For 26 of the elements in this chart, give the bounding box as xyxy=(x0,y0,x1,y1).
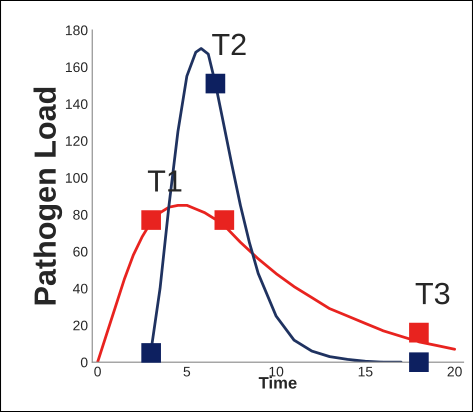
line-series xyxy=(96,204,456,362)
y-tick-label: 100 xyxy=(66,173,88,183)
y-tick-label: 20 xyxy=(73,320,88,330)
y-tick-label: 0 xyxy=(80,357,88,368)
point xyxy=(206,74,226,94)
point xyxy=(141,210,161,230)
x-tick-label: 20 xyxy=(448,366,462,377)
x-tick-label: 0 xyxy=(94,366,101,377)
x-tick-label: 5 xyxy=(184,366,190,377)
x-tick-label: 10 xyxy=(269,366,284,377)
y-tick-label: 140 xyxy=(66,99,88,110)
x-tick-label: 15 xyxy=(358,366,372,377)
y-tick-label: 180 xyxy=(66,25,88,36)
x-axis-title: Time xyxy=(258,376,297,389)
y-tick-label: 80 xyxy=(73,210,88,220)
y-tick-label: 60 xyxy=(73,246,88,257)
point xyxy=(141,343,161,363)
y-tick-label: 160 xyxy=(66,62,88,72)
point xyxy=(409,322,429,342)
point xyxy=(214,210,234,230)
point xyxy=(409,352,429,372)
y-tick-label: 120 xyxy=(66,136,88,146)
annotation: T3 xyxy=(416,282,450,304)
y-tick-label: 40 xyxy=(72,284,88,294)
y-axis-title: Pathogen Load xyxy=(34,88,62,304)
annotation: T2 xyxy=(212,34,246,56)
